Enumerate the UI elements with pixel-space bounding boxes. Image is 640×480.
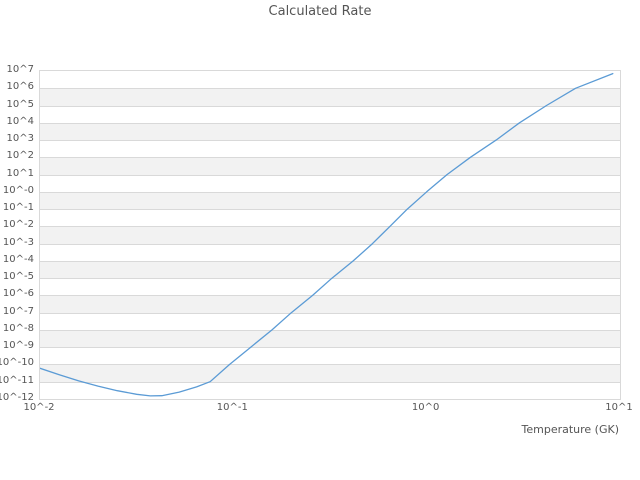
- y-tick-label: 10^-11: [0, 374, 34, 386]
- y-tick-label: 10^5: [6, 98, 34, 110]
- y-tick-label: 10^2: [6, 150, 34, 162]
- gridline: [40, 209, 620, 211]
- decade-band: [40, 260, 620, 279]
- y-tick-label: 10^6: [6, 81, 34, 93]
- gridline: [40, 88, 620, 90]
- gridline: [40, 174, 620, 176]
- y-tick-label: 10^-12: [0, 392, 34, 403]
- gridline: [40, 329, 620, 331]
- x-axis-title: Temperature (GK): [521, 423, 620, 436]
- y-tick-label: 10^-1: [2, 202, 34, 214]
- decade-band: [40, 295, 620, 313]
- rate-curve-svg: [40, 72, 614, 397]
- gridline: [40, 260, 620, 262]
- gridline: [40, 295, 620, 297]
- decade-band: [40, 329, 620, 348]
- gridline: [40, 278, 620, 280]
- x-tick-label: 10^-1: [216, 402, 248, 413]
- y-tick-label: 10^-5: [2, 271, 34, 283]
- decade-band: [40, 226, 620, 244]
- gridline: [40, 381, 620, 383]
- y-tick-label: 10^-0: [2, 184, 34, 196]
- chart-title: Calculated Rate: [268, 4, 372, 19]
- gridline: [40, 347, 620, 349]
- gridline: [40, 364, 620, 366]
- y-tick-label: 10^4: [6, 115, 34, 127]
- gridline: [40, 191, 620, 193]
- gridline: [40, 122, 620, 124]
- y-tick-label: 10^7: [6, 64, 34, 75]
- y-tick-label: 10^-3: [2, 236, 34, 248]
- gridline: [40, 157, 620, 159]
- decade-band: [40, 88, 620, 106]
- x-tick-label: 10^0: [411, 402, 440, 413]
- gridline: [40, 312, 620, 314]
- y-tick-label: 10^-10: [0, 357, 34, 369]
- decade-band: [40, 122, 620, 141]
- x-tick-label: 10^-2: [23, 402, 55, 413]
- rate-curve-line: [40, 72, 614, 397]
- decade-band: [40, 364, 620, 382]
- x-tick-label: 10^1: [605, 402, 633, 413]
- gridline: [40, 226, 620, 228]
- y-tick-label: 10^3: [6, 133, 34, 145]
- gridline: [40, 140, 620, 142]
- decade-band: [40, 157, 620, 175]
- y-tick-label: 10^-7: [2, 305, 34, 317]
- gridline: [40, 105, 620, 107]
- y-tick-label: 10^-9: [2, 340, 34, 352]
- plot-area: [39, 70, 621, 400]
- y-tick-label: 10^-8: [2, 322, 34, 334]
- y-tick-label: 10^-2: [2, 219, 34, 231]
- y-tick-label: 10^-6: [2, 288, 34, 300]
- y-tick-label: 10^1: [6, 167, 34, 179]
- gridline: [40, 243, 620, 245]
- decade-band: [40, 191, 620, 210]
- y-tick-label: 10^-4: [2, 253, 34, 265]
